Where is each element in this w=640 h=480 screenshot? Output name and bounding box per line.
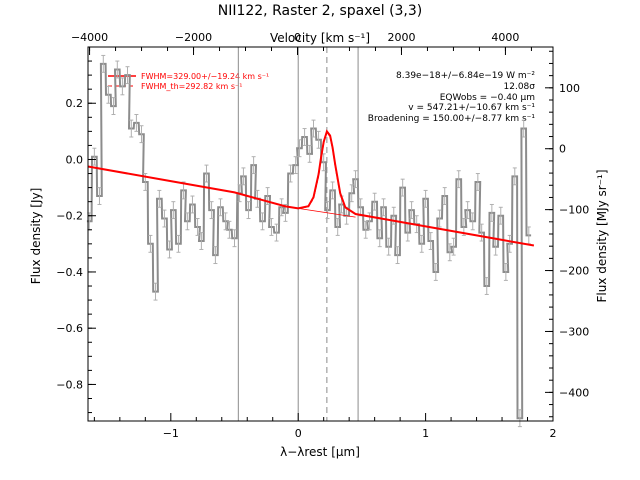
annotation-velocity: v = 547.21+/−10.67 km s⁻¹ [408, 103, 535, 113]
legend-label-fwhm-th: FWHM_th=292.82 km s⁻¹ [141, 82, 242, 91]
annotation-broadening: Broadening = 150.00+/−8.77 km s⁻¹ [368, 114, 536, 124]
right-y-tick-label: −200 [559, 265, 589, 278]
right-y-tick-label: −400 [559, 386, 589, 399]
y-tick-label: −0.4 [56, 266, 83, 279]
top-x-tick-label: 0 [294, 31, 301, 44]
top-x-tick-label: 4000 [491, 31, 519, 44]
y-tick-label: −0.8 [56, 378, 83, 391]
right-axis-label: Flux density [MJy sr⁻¹] [595, 169, 609, 302]
plot-area: −1 0 1 2−0.8−0.6−0.4−0.20.00.2−4000 −2000 0 20… [56, 31, 589, 440]
annotation-equivalent-width: EQWobs = −0.40 μm [440, 93, 535, 103]
y-tick-label: 0.0 [66, 153, 84, 166]
y-tick-label: −0.2 [56, 210, 83, 223]
annotation-total-flux: 8.39e−18+/−6.84e−19 W m⁻² [396, 71, 535, 81]
y-tick-label: −0.6 [56, 322, 83, 335]
top-x-tick-label: −4000 [71, 31, 108, 44]
chart-title: NII122, Raster 2, spaxel (3,3) [218, 3, 423, 19]
x-tick-label: 0 [295, 427, 302, 440]
x-axis-label: λ−λrest [μm] [280, 445, 360, 459]
right-y-tick-label: 0 [559, 143, 566, 156]
x-tick-label: −1 [163, 427, 179, 440]
legend: FWHM=329.00+/−19.24 km s⁻¹ FWHM_th=292.8… [108, 72, 269, 91]
top-x-tick-label: −2000 [175, 31, 212, 44]
right-y-tick-label: 100 [559, 82, 580, 95]
annotation-significance: 12.08σ [504, 82, 536, 92]
y-axis-label: Flux density [Jy] [29, 188, 43, 285]
legend-label-fwhm: FWHM=329.00+/−19.24 km s⁻¹ [141, 72, 269, 81]
annotation-block: 8.39e−18+/−6.84e−19 W m⁻² 12.08σ EQWobs … [368, 71, 536, 124]
x-tick-label: 1 [422, 427, 429, 440]
right-y-tick-label: −300 [559, 325, 589, 338]
fit-curve-fwhm [87, 129, 535, 247]
x-tick-label: 2 [550, 427, 557, 440]
right-y-tick-label: −100 [559, 204, 589, 217]
top-axis-label: Velocity [km s⁻¹] [270, 31, 370, 45]
continuum-baseline [298, 208, 356, 218]
top-x-tick-label: 2000 [387, 31, 415, 44]
y-tick-label: 0.2 [66, 97, 84, 110]
